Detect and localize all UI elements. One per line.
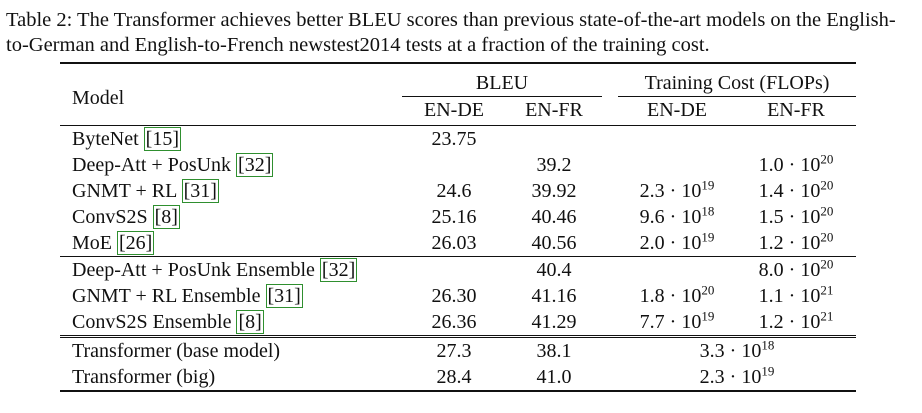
bleu-en-de-cell <box>402 256 506 283</box>
bleu-en-fr-cell: 39.92 <box>531 180 577 202</box>
bleu-en-de-cell: 27.3 <box>402 335 506 364</box>
training-cost-cell: 2.3 · 1019 <box>618 364 856 392</box>
citation-link[interactable]: [31] <box>265 284 303 308</box>
model-name: ConvS2S Ensemble [8] <box>72 310 264 334</box>
cost-en-de-cell <box>618 256 736 283</box>
bleu-en-de-cell: 23.75 <box>402 125 506 152</box>
header-row-2: EN-DE EN-FR EN-DE EN-FR <box>60 97 856 126</box>
gap-cell <box>602 178 618 204</box>
citation-link[interactable]: [32] <box>319 258 358 282</box>
cost-en-fr-cell <box>736 125 856 152</box>
bleu-en-de-cell: 26.03 <box>431 232 477 254</box>
table-row: Deep-Att + PosUnk Ensemble [32] 40.4 8.0 ·… <box>60 256 856 283</box>
gap-cell <box>602 256 618 283</box>
gap-cell <box>602 283 618 309</box>
cost-en-de-cell: 9.6 · 1018 <box>639 203 715 228</box>
model-name: Deep-Att + PosUnk [32] <box>72 153 274 177</box>
model-header: Model <box>60 62 402 126</box>
bleu-en-fr-cell <box>506 125 602 152</box>
model-name: Transformer (base model) <box>60 335 402 364</box>
bleu-en-de-cell: 25.16 <box>431 206 477 228</box>
gap-cell <box>602 230 618 257</box>
cost-en-fr-cell: 8.0 · 1020 <box>736 256 856 283</box>
gap-cell <box>602 204 618 230</box>
citation-link[interactable]: [8] <box>152 205 180 229</box>
bleu-en-fr-header: EN-FR <box>525 99 583 121</box>
model-name: GNMT + RL [31] <box>72 179 219 203</box>
cost-en-fr-cell: 1.0 · 1020 <box>758 151 834 176</box>
cost-en-fr-cell: 1.2 · 1021 <box>758 308 834 333</box>
table-row: MoE [26] 26.03 40.56 2.0 · 1019 1.2 · 1020 <box>60 230 856 257</box>
cost-en-de-header: EN-DE <box>647 99 707 121</box>
table-row: Transformer (big) 28.4 41.0 2.3 · 1019 <box>60 364 856 392</box>
citation-link[interactable]: [31] <box>181 179 219 203</box>
model-name: MoE [26] <box>72 231 155 255</box>
cost-en-de-cell: 1.8 · 1020 <box>639 282 715 307</box>
cost-en-de-cell <box>618 125 736 152</box>
bleu-en-de-cell: 26.36 <box>431 311 477 333</box>
table-row: Deep-Att + PosUnk [32] 39.2 1.0 · 1020 <box>60 152 856 178</box>
model-name: Transformer (big) <box>60 364 402 392</box>
table-caption: Table 2: The Transformer achieves better… <box>6 9 896 56</box>
bleu-en-fr-cell: 38.1 <box>506 335 602 364</box>
gap-cell <box>602 125 618 152</box>
training-cost-cell: 3.3 · 1018 <box>618 335 856 364</box>
bleu-en-de-cell: 28.4 <box>402 364 506 392</box>
table-row: ConvS2S Ensemble [8] 26.36 41.29 7.7 · 1019… <box>60 309 856 337</box>
model-name: Deep-Att + PosUnk Ensemble [32] <box>60 256 402 283</box>
bleu-header: BLEU <box>402 62 602 97</box>
gap-cell <box>602 309 618 337</box>
table-row: Transformer (base model) 27.3 38.1 3.3 · 10… <box>60 335 856 364</box>
results-table: Model BLEU Training Cost (FLOPs) EN-DE E… <box>60 62 856 392</box>
bleu-en-de-cell: 24.6 <box>436 180 472 202</box>
bleu-en-fr-cell: 40.4 <box>506 256 602 283</box>
gap-cell <box>602 152 618 178</box>
table-row: GNMT + RL Ensemble [31] 26.30 41.16 1.8 · 1… <box>60 283 856 309</box>
cost-en-fr-cell: 1.4 · 1020 <box>758 177 834 202</box>
citation-link[interactable]: [26] <box>117 231 155 255</box>
bleu-en-fr-cell: 40.46 <box>531 206 577 228</box>
bleu-en-fr-cell: 41.29 <box>531 311 577 333</box>
gap-cell <box>602 335 618 364</box>
cost-en-fr-cell: 1.5 · 1020 <box>758 203 834 228</box>
cost-en-de-cell: 2.3 · 1019 <box>639 177 715 202</box>
model-name: ConvS2S [8] <box>72 205 180 229</box>
cost-en-de-cell: 2.0 · 1019 <box>639 229 715 254</box>
table-row: ConvS2S [8] 25.16 40.46 9.6 · 1018 1.5 · 102… <box>60 204 856 230</box>
cost-en-fr-cell: 1.2 · 1020 <box>758 229 834 254</box>
training-cost-header: Training Cost (FLOPs) <box>618 62 856 97</box>
citation-link[interactable]: [32] <box>236 153 274 177</box>
citation-link[interactable]: [15] <box>143 127 181 151</box>
cost-en-fr-header: EN-FR <box>767 99 825 121</box>
cost-en-fr-cell: 1.1 · 1021 <box>758 282 834 307</box>
model-name: ByteNet [15] <box>60 125 402 152</box>
cost-en-de-cell <box>618 152 736 178</box>
bleu-en-de-cell <box>402 152 506 178</box>
bleu-en-de-cell: 26.30 <box>431 285 477 307</box>
bleu-en-fr-cell: 39.2 <box>536 154 572 176</box>
bleu-en-de-header: EN-DE <box>424 99 484 121</box>
bleu-en-fr-cell: 41.16 <box>531 285 577 307</box>
gap-cell <box>602 364 618 392</box>
cost-en-de-cell: 7.7 · 1019 <box>639 308 715 333</box>
header-row-1: Model BLEU Training Cost (FLOPs) <box>60 62 856 126</box>
citation-link[interactable]: [8] <box>236 310 264 334</box>
model-name: GNMT + RL Ensemble [31] <box>72 284 303 308</box>
table-row: ByteNet [15] 23.75 <box>60 125 856 152</box>
bleu-en-fr-cell: 40.56 <box>531 232 577 254</box>
table-row: GNMT + RL [31] 24.6 39.92 2.3 · 1019 1.4 · 1… <box>60 178 856 204</box>
bleu-en-fr-cell: 41.0 <box>506 364 602 392</box>
